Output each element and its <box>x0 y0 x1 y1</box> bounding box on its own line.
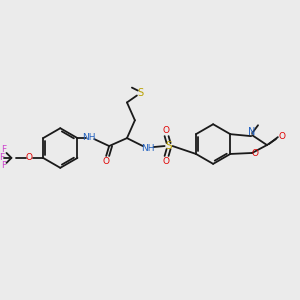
Text: N: N <box>248 127 256 137</box>
Text: O: O <box>162 158 169 166</box>
Text: O: O <box>103 158 110 166</box>
Text: O: O <box>278 132 285 141</box>
Text: NH: NH <box>141 143 154 152</box>
Text: O: O <box>26 153 33 162</box>
Text: S: S <box>138 88 144 98</box>
Text: F: F <box>1 161 6 170</box>
Text: S: S <box>165 141 172 151</box>
Text: O: O <box>252 149 259 158</box>
Text: F: F <box>0 153 4 162</box>
Text: F: F <box>1 146 6 154</box>
Text: O: O <box>162 126 169 135</box>
Text: NH: NH <box>82 133 96 142</box>
